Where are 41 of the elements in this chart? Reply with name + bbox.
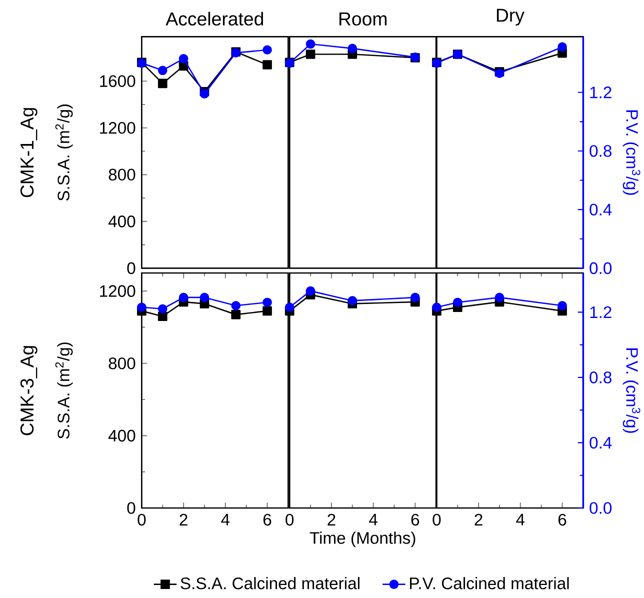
y2-tick-label: 1.2 (590, 86, 612, 98)
y-axis-title: S.S.A. (m$^{2}$/g) (55, 104, 73, 201)
y-tick-label: 800 (108, 357, 136, 370)
x-tick-label: 4 (516, 514, 525, 526)
x-tick-label: 0 (286, 514, 294, 526)
x-tick-label: 2 (180, 514, 188, 526)
x-tick-label: 6 (558, 514, 566, 526)
y-tick-label: 400 (108, 430, 136, 442)
y2-axis-title: P.V. (cm$^{3}$/g) (622, 110, 640, 195)
x-tick-label: 0 (432, 514, 441, 526)
x-tick-label: 4 (369, 514, 378, 526)
legend-label: P.V. Calcined material (410, 577, 569, 590)
text: CMK-1_Ag (20, 108, 38, 198)
y-tick-label: 1200 (100, 285, 136, 297)
y-tick-label: 1600 (100, 75, 136, 88)
chart-title: Room (339, 12, 387, 26)
x-tick-label: 0 (138, 514, 146, 526)
y-axis-title: S.S.A. (m$^{2}$/g) (55, 342, 73, 439)
chart-title: Accelerated (166, 12, 264, 26)
y-tick-label: 400 (108, 216, 136, 228)
y2-tick-label: 0.0 (590, 502, 612, 514)
y-tick-label: 0 (127, 502, 136, 514)
x-tick-label: 2 (328, 514, 336, 526)
y-tick-label: 1200 (100, 122, 136, 134)
y-tick-label: 0 (127, 262, 136, 274)
y2-tick-label: 0.8 (590, 145, 612, 157)
y2-tick-label: 0.4 (590, 436, 612, 449)
legend-label: S.S.A. Calcined material (180, 577, 360, 590)
y-tick-label: 800 (108, 168, 136, 181)
y2-tick-label: 0.8 (590, 372, 612, 384)
y2-tick-label: 0.0 (590, 262, 612, 274)
y2-tick-label: 1.2 (590, 306, 612, 318)
text: CMK-3_Ag (20, 346, 38, 436)
x-axis-title: Time (Months) (310, 532, 416, 548)
chart-title: Dry (496, 8, 524, 26)
x-tick-label: 6 (263, 514, 272, 526)
x-tick-label: 2 (474, 514, 482, 526)
x-tick-label: 6 (411, 514, 420, 526)
y2-tick-label: 0.4 (590, 204, 612, 216)
x-tick-label: 4 (221, 514, 230, 526)
y2-axis-title: P.V. (cm$^{3}$/g) (622, 348, 640, 433)
